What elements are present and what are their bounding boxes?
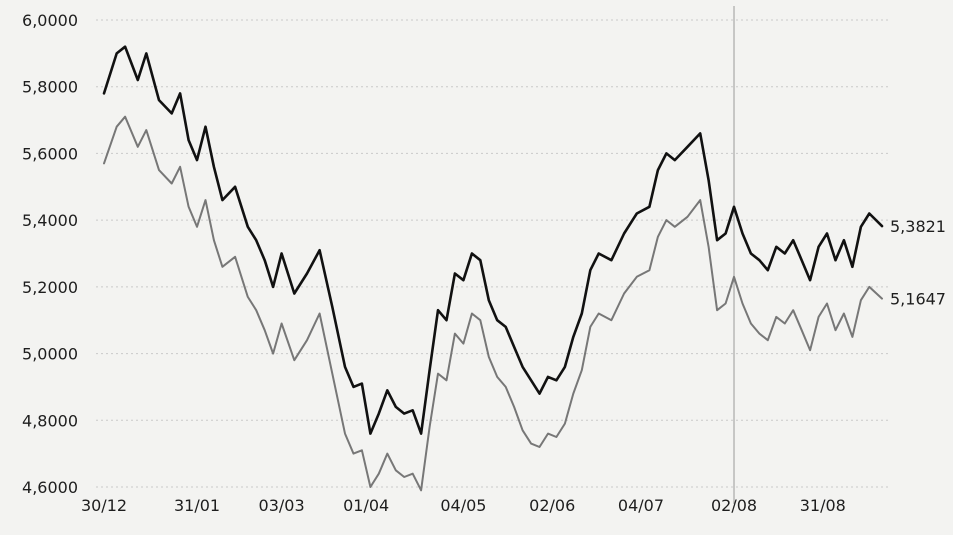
x-tick-label: 01/04: [343, 496, 389, 515]
grid-layer: [96, 6, 888, 504]
label-layer: 6,0000 5,8000 5,6000 5,4000 5,2000 5,0000 4,80…: [22, 11, 946, 515]
x-tick-label: 04/05: [440, 496, 486, 515]
x-tick-label: 31/08: [800, 496, 846, 515]
series-line-upper: [102, 45, 884, 435]
x-tick-label: 30/12: [81, 496, 127, 515]
y-tick-label: 4,6000: [22, 478, 78, 497]
y-tick-label: 5,2000: [22, 278, 78, 297]
y-tick-label: 4,8000: [22, 411, 78, 430]
y-tick-label: 5,6000: [22, 144, 78, 163]
end-label-upper: 5,3821: [890, 217, 946, 236]
x-tick-label: 31/01: [174, 496, 220, 515]
series-line-lower: [103, 115, 883, 492]
y-tick-label: 6,0000: [22, 11, 78, 30]
y-tick-label: 5,0000: [22, 345, 78, 364]
x-tick-label: 02/08: [711, 496, 757, 515]
y-tick-label: 5,4000: [22, 211, 78, 230]
y-tick-label: 5,8000: [22, 78, 78, 97]
end-label-lower: 5,1647: [890, 290, 946, 309]
x-tick-label: 02/06: [529, 496, 575, 515]
x-tick-label: 04/07: [618, 496, 664, 515]
series-layer: [102, 45, 884, 492]
x-tick-label: 03/03: [259, 496, 305, 515]
